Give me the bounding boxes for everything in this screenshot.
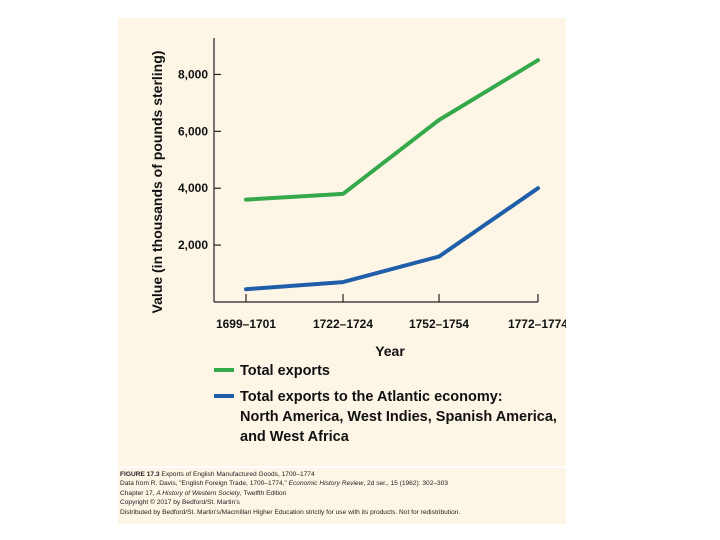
x-axis-title: Year <box>375 343 405 359</box>
caption-copyright: Copyright © 2017 by Bedford/St. Martin’s <box>120 499 240 507</box>
book-title: A History of Western Society <box>156 489 240 497</box>
x-tick-label: 1722–1724 <box>313 317 373 331</box>
chapter-prefix: Chapter 17, <box>120 489 155 497</box>
series-line-1 <box>244 58 540 202</box>
caption-chapter-line: Chapter 17, A History of Western Society… <box>120 489 566 498</box>
x-tick-label: 1772–1774 <box>508 317 566 331</box>
legend-label-2: North America, West Indies, Spanish Amer… <box>240 409 557 425</box>
source-prefix: Data from R. Davis, “English Foreign Tra… <box>120 480 287 488</box>
legend-label-1: Total exports <box>240 363 330 379</box>
legend-label-2: and West Africa <box>240 429 350 445</box>
caption-title-line: FIGURE 17.3 Exports of English Manufactu… <box>120 470 566 479</box>
figure-label: FIGURE 17.3 <box>120 471 160 478</box>
edition: , Twelfth Edition <box>239 489 287 497</box>
series-line-2 <box>244 186 540 292</box>
x-tick-label: 1699–1701 <box>216 317 276 331</box>
y-tick-label: 2,000 <box>178 238 208 252</box>
figure-title: Exports of English Manufactured Goods, 1… <box>161 471 315 478</box>
figure-caption: FIGURE 17.3 Exports of English Manufactu… <box>118 468 566 524</box>
y-tick-label: 8,000 <box>178 67 208 81</box>
source-suffix: , 2d ser., 15 (1962): 302–303 <box>363 480 449 488</box>
chart-panel: 2,000 4,000 6,000 8,000 1699–1701 1722–1724 17… <box>118 18 566 466</box>
y-axis-title: Value (in thousands of pounds sterling) <box>149 51 165 314</box>
legend-label-2: Total exports to the Atlantic economy: <box>240 389 503 405</box>
caption-distribution: Distributed by Bedford/St. Martin's/Macm… <box>120 508 461 516</box>
line-chart: 2,000 4,000 6,000 8,000 1699–1701 1722–1724 17… <box>149 38 566 445</box>
y-tick-label: 6,000 <box>178 124 208 138</box>
source-journal: Economic History Review <box>288 480 364 488</box>
x-tick-label: 1752–1754 <box>409 317 469 331</box>
caption-source-line: Data from R. Davis, “English Foreign Tra… <box>120 479 566 488</box>
y-tick-label: 4,000 <box>178 181 208 195</box>
